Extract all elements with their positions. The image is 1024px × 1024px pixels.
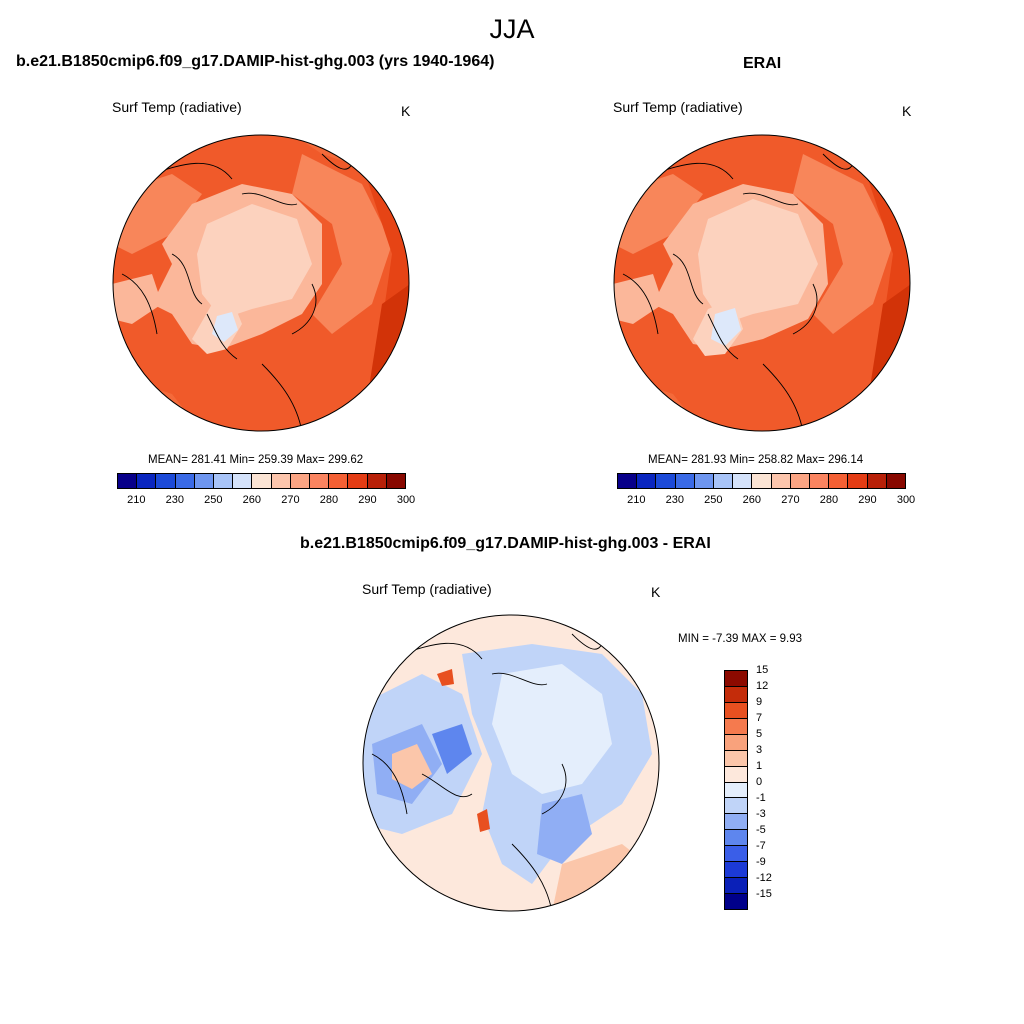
panel-3-title: b.e21.B1850cmip6.f09_g17.DAMIP-hist-ghg.… xyxy=(300,535,711,552)
colorbar-cell xyxy=(725,813,747,830)
colorbar-tick-label: 290 xyxy=(858,494,877,506)
colorbar-tick-label: 290 xyxy=(358,494,377,506)
colorbar-cell xyxy=(367,474,387,488)
panel-3-variable-label: Surf Temp (radiative) xyxy=(362,581,492,597)
colorbar-cell xyxy=(156,474,176,488)
colorbar-tick-label: 230 xyxy=(665,494,684,506)
panel-1-variable-label: Surf Temp (radiative) xyxy=(112,99,242,115)
colorbar-tick-label: -12 xyxy=(756,872,772,884)
colorbar-tick-label: 5 xyxy=(756,728,763,740)
panel-2-units-label: K xyxy=(902,103,912,119)
colorbar-cell xyxy=(175,474,195,488)
colorbar-cell xyxy=(725,717,747,734)
colorbar-tick-label: -7 xyxy=(756,840,766,852)
colorbar-cell xyxy=(386,474,406,488)
panel-3-units-label: K xyxy=(651,584,661,600)
colorbar-tick-label: 12 xyxy=(756,680,769,692)
colorbar-tick-label: 260 xyxy=(242,494,262,506)
colorbar-cell xyxy=(725,893,747,909)
colorbar-cell xyxy=(290,474,311,488)
colorbar-tick-label: 1 xyxy=(756,760,763,772)
panel-1-title: b.e21.B1850cmip6.f09_g17.DAMIP-hist-ghg.… xyxy=(16,53,495,70)
colorbar-tick-label: 270 xyxy=(281,494,300,506)
colorbar-cell xyxy=(725,797,747,814)
colorbar-tick-label: 15 xyxy=(756,664,769,676)
colorbar-cell xyxy=(725,685,747,702)
colorbar-tick-label: 250 xyxy=(204,494,223,506)
colorbar-cell xyxy=(733,474,753,488)
colorbar-cell xyxy=(271,474,291,488)
panel-1-stats: MEAN= 281.41 Min= 259.39 Max= 299.62 xyxy=(148,454,364,466)
colorbar-tick-label: -15 xyxy=(756,888,772,900)
colorbar-cell xyxy=(329,474,349,488)
colorbar-cell xyxy=(694,474,715,488)
colorbar-cell xyxy=(867,474,887,488)
panel-1-colorbar xyxy=(117,473,406,489)
colorbar-tick-label: 280 xyxy=(819,494,839,506)
colorbar-tick-label: -1 xyxy=(756,792,766,804)
panel-2-title: ERAI xyxy=(743,55,782,72)
colorbar-cell xyxy=(848,474,868,488)
colorbar-cell xyxy=(656,474,676,488)
colorbar-cell xyxy=(725,877,747,894)
colorbar-cell xyxy=(348,474,368,488)
panel-3-colorbar xyxy=(724,670,748,910)
panel-1-units-label: K xyxy=(401,103,411,119)
colorbar-cell xyxy=(725,765,747,782)
colorbar-tick-label: 210 xyxy=(627,494,646,506)
panel-2-stats: MEAN= 281.93 Min= 258.82 Max= 296.14 xyxy=(648,454,864,466)
panel-3-difference-map xyxy=(362,614,660,912)
colorbar-cell xyxy=(725,861,747,878)
colorbar-tick-label: -5 xyxy=(756,823,766,836)
colorbar-cell xyxy=(637,474,657,488)
colorbar-cell xyxy=(310,474,330,488)
colorbar-tick-label: 0 xyxy=(756,776,763,788)
colorbar-cell xyxy=(725,749,747,766)
colorbar-cell xyxy=(725,733,747,750)
colorbar-cell xyxy=(886,474,906,488)
colorbar-cell xyxy=(675,474,695,488)
colorbar-cell xyxy=(137,474,157,488)
colorbar-cell xyxy=(725,829,747,846)
panel-3-stats: MIN = -7.39 MAX = 9.93 xyxy=(678,633,803,645)
colorbar-tick-label: 280 xyxy=(319,494,339,506)
colorbar-tick-label: 250 xyxy=(704,494,723,506)
colorbar-cell xyxy=(752,474,772,488)
colorbar-cell xyxy=(725,670,747,686)
panel-2-colorbar-ticks: 210 230 250 260 270 280 290 300 xyxy=(617,494,915,508)
colorbar-cell xyxy=(790,474,811,488)
colorbar-tick-label: 270 xyxy=(781,494,800,506)
figure-title: JJA xyxy=(489,14,535,44)
colorbar-tick-label: 230 xyxy=(165,494,184,506)
panel-2-colorbar xyxy=(617,473,906,489)
panel-1-colorbar-ticks: 210 230 250 260 270 280 290 300 xyxy=(117,494,415,508)
panel-2-variable-label: Surf Temp (radiative) xyxy=(613,99,743,115)
colorbar-cell xyxy=(725,845,747,862)
colorbar-tick-label: 210 xyxy=(127,494,146,506)
colorbar-tick-label: 300 xyxy=(396,494,416,506)
colorbar-cell xyxy=(771,474,791,488)
colorbar-cell xyxy=(725,701,747,718)
panel-3-colorbar-ticks: -15 -12 -9 -7 -5 -3 -1 0 1 3 5 7 9 12 15 xyxy=(756,664,796,910)
colorbar-tick-label: 9 xyxy=(756,696,763,708)
colorbar-tick-label: -3 xyxy=(756,808,766,820)
colorbar-cell xyxy=(252,474,272,488)
panel-1-polar-map xyxy=(112,134,410,432)
colorbar-tick-label: 7 xyxy=(756,712,763,724)
colorbar-cell xyxy=(618,474,638,488)
colorbar-cell xyxy=(714,474,734,488)
colorbar-tick-label: -9 xyxy=(756,856,766,868)
colorbar-cell xyxy=(233,474,253,488)
panel-2-polar-map xyxy=(613,134,911,432)
colorbar-cell xyxy=(810,474,830,488)
colorbar-tick-label: 3 xyxy=(756,743,763,756)
colorbar-tick-label: 300 xyxy=(896,494,916,506)
colorbar-tick-label: 260 xyxy=(742,494,762,506)
colorbar-cell xyxy=(118,474,138,488)
colorbar-cell xyxy=(829,474,849,488)
colorbar-cell xyxy=(725,781,747,798)
colorbar-cell xyxy=(214,474,234,488)
colorbar-cell xyxy=(194,474,215,488)
